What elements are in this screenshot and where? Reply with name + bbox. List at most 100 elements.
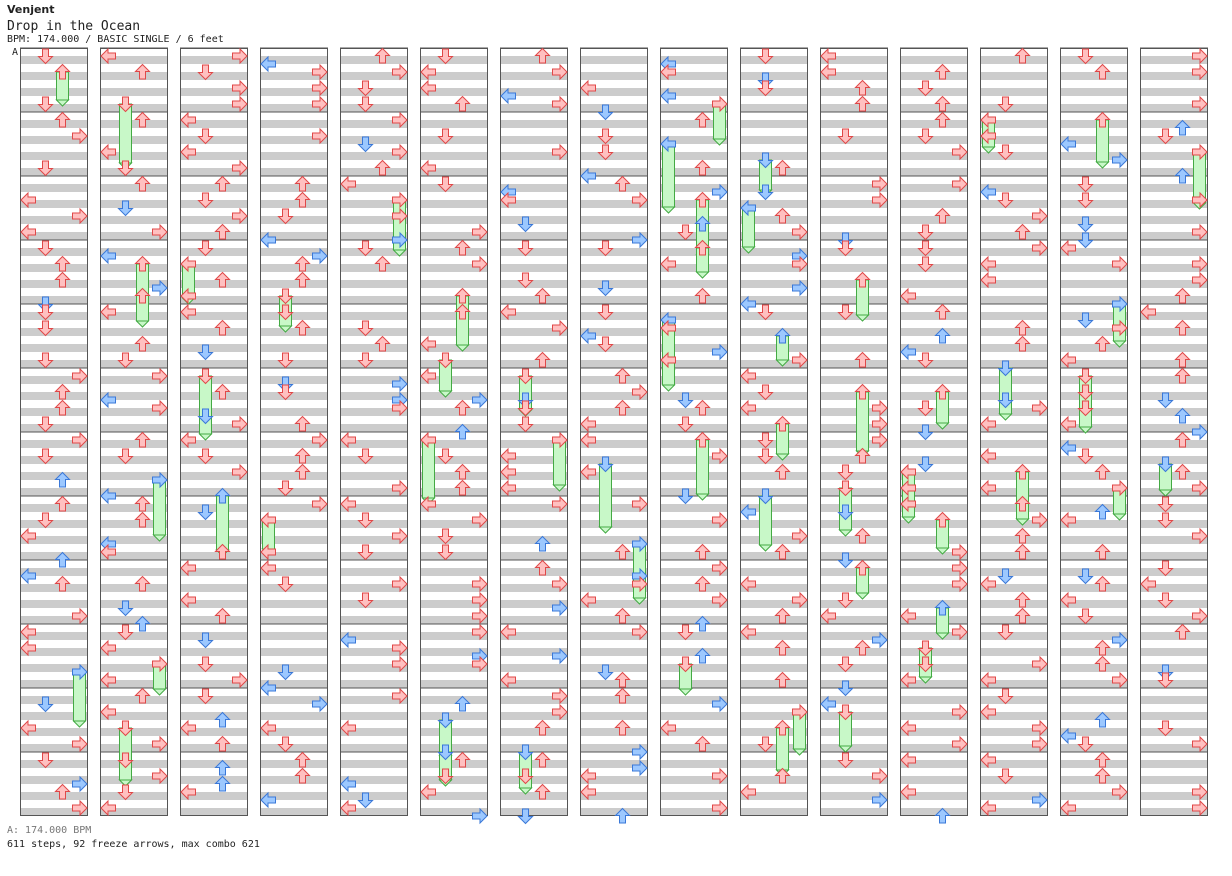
freeze-arrow-tail — [901, 516, 916, 524]
beat-stripe — [580, 56, 648, 64]
beat-stripe — [820, 760, 888, 768]
down-arrow-icon — [357, 320, 374, 337]
beat-stripe — [20, 488, 88, 496]
beat-stripe — [260, 760, 328, 768]
beat-stripe — [900, 616, 968, 624]
down-arrow-icon — [197, 64, 214, 81]
left-arrow-icon — [340, 495, 356, 513]
beat-stripe — [1140, 88, 1208, 96]
up-arrow-icon — [454, 399, 471, 416]
down-arrow-icon — [437, 528, 454, 545]
up-arrow-icon — [1014, 607, 1031, 624]
right-arrow-icon — [632, 383, 648, 401]
beat-stripe — [420, 552, 488, 560]
beat-stripe — [1140, 504, 1208, 512]
beat-stripe — [740, 680, 808, 688]
beat-stripe — [580, 680, 648, 688]
up-arrow-icon — [54, 783, 71, 800]
left-arrow-icon — [580, 415, 596, 433]
left-arrow-icon — [420, 159, 436, 177]
beat-stripe — [1140, 728, 1208, 736]
beat-stripe — [260, 696, 328, 704]
up-arrow-icon — [454, 479, 471, 496]
beat-stripe — [1060, 488, 1128, 496]
up-arrow-icon — [214, 223, 231, 240]
right-arrow-icon — [232, 47, 248, 65]
beat-stripe — [820, 248, 888, 256]
beat-stripe — [340, 600, 408, 608]
beat-stripe — [580, 760, 648, 768]
beat-stripe — [980, 520, 1048, 528]
beat-stripe — [340, 504, 408, 512]
beat-stripe — [1060, 760, 1128, 768]
left-arrow-icon — [900, 671, 916, 689]
beat-stripe — [980, 616, 1048, 624]
beat-stripe — [500, 440, 568, 448]
beat-stripe — [100, 760, 168, 768]
beat-stripe — [180, 728, 248, 736]
beat-stripe — [20, 360, 88, 368]
down-arrow-icon — [117, 752, 134, 769]
beat-stripe — [260, 120, 328, 128]
beat-stripe — [100, 632, 168, 640]
right-arrow-icon — [1192, 191, 1208, 209]
beat-stripe — [1060, 536, 1128, 544]
down-arrow-icon — [677, 416, 694, 433]
chart-column — [980, 48, 1048, 816]
freeze-arrow-tail — [855, 314, 870, 322]
beat-stripe — [260, 392, 328, 400]
beat-stripe — [900, 280, 968, 288]
freeze-arrow-body — [856, 391, 869, 452]
beat-stripe — [1140, 680, 1208, 688]
beat-stripe — [340, 200, 408, 208]
left-arrow-icon — [900, 495, 916, 513]
beat-stripe — [980, 136, 1048, 144]
beat-stripe — [500, 344, 568, 352]
beat-stripe — [740, 792, 808, 800]
beat-stripe — [500, 216, 568, 224]
chart-column — [660, 48, 728, 816]
up-arrow-icon — [1014, 47, 1031, 64]
right-arrow-icon — [472, 655, 488, 673]
beat-stripe — [660, 56, 728, 64]
up-arrow-icon — [214, 607, 231, 624]
beat-stripe — [420, 616, 488, 624]
right-arrow-icon — [1112, 151, 1128, 169]
down-arrow-icon — [1077, 176, 1094, 193]
beat-stripe — [500, 808, 568, 816]
down-arrow-icon — [277, 736, 294, 753]
freeze-arrow-body — [662, 143, 675, 208]
beat-stripe — [180, 616, 248, 624]
beat-stripe — [260, 536, 328, 544]
left-arrow-icon — [1060, 135, 1076, 153]
freeze-arrow-tail — [741, 246, 756, 254]
down-arrow-icon — [917, 128, 934, 145]
beat-stripe — [820, 808, 888, 816]
right-arrow-icon — [392, 575, 408, 593]
right-arrow-icon — [392, 143, 408, 161]
beat-stripe — [1060, 808, 1128, 816]
down-arrow-icon — [1157, 672, 1174, 689]
up-arrow-icon — [1174, 407, 1191, 424]
down-arrow-icon — [1077, 368, 1094, 385]
up-arrow-icon — [934, 327, 951, 344]
beat-stripe — [660, 440, 728, 448]
freeze-arrow-tail — [1078, 426, 1093, 434]
up-arrow-icon — [934, 111, 951, 128]
beat-stripe — [180, 88, 248, 96]
down-arrow-icon — [37, 304, 54, 321]
left-arrow-icon — [580, 431, 596, 449]
right-arrow-icon — [72, 799, 88, 817]
right-arrow-icon — [72, 735, 88, 753]
down-arrow-icon — [437, 768, 454, 785]
beat-stripe — [20, 456, 88, 464]
beat-stripe — [740, 488, 808, 496]
right-arrow-icon — [712, 767, 728, 785]
right-arrow-icon — [1112, 255, 1128, 273]
beat-stripe — [1140, 56, 1208, 64]
beat-stripe — [740, 504, 808, 512]
down-arrow-icon — [277, 664, 294, 681]
beat-stripe — [580, 520, 648, 528]
right-arrow-icon — [632, 623, 648, 641]
up-arrow-icon — [454, 303, 471, 320]
